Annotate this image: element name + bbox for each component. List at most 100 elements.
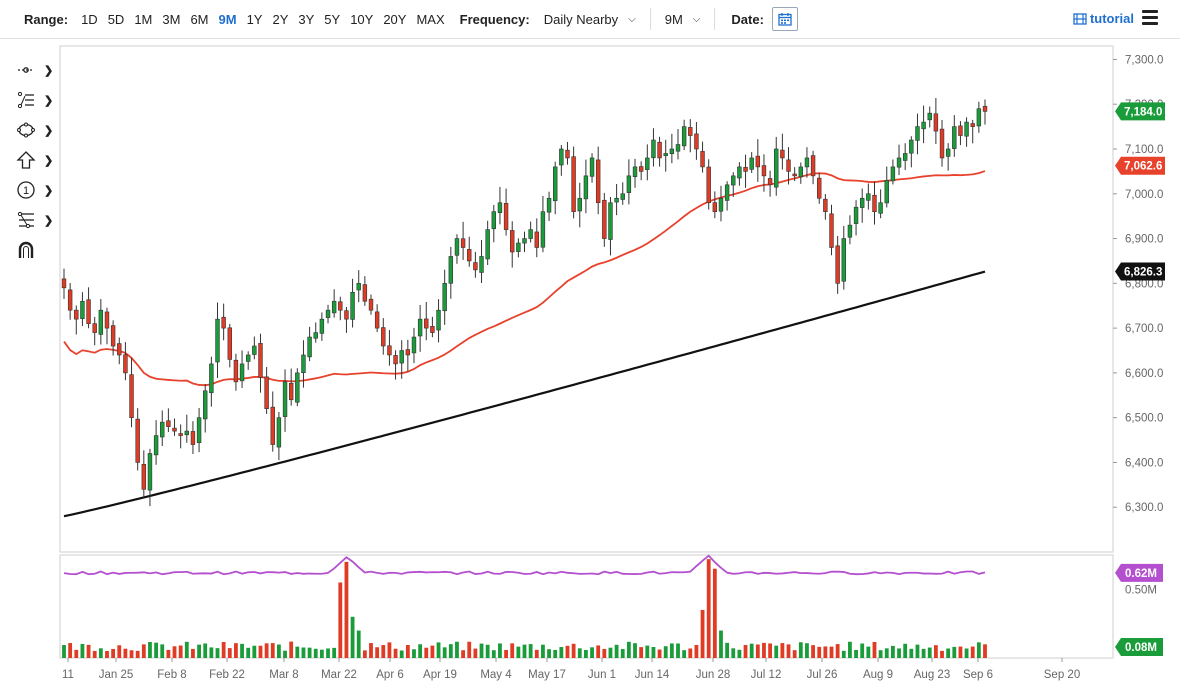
candle-up <box>620 193 625 200</box>
divider <box>714 8 716 30</box>
candle-up <box>485 229 490 260</box>
volume-bar-up <box>491 650 496 658</box>
range-button-1m[interactable]: 1M <box>134 11 153 27</box>
crosshair-tool[interactable]: ❯ <box>14 55 54 85</box>
range-button-3y[interactable]: 3Y <box>298 11 315 27</box>
marker-tool[interactable]: 1 ❯ <box>14 175 54 205</box>
candle-down <box>467 249 472 262</box>
candle-up <box>516 242 521 252</box>
candle-up <box>952 126 957 149</box>
chevron-right-icon: ❯ <box>44 64 54 77</box>
x-tick-label: Jun 28 <box>696 669 731 681</box>
candle-down <box>387 345 392 356</box>
candle-down <box>61 278 67 289</box>
volume-bar-down <box>811 645 815 658</box>
volume-bar-up <box>522 644 527 658</box>
volume-bar-down <box>338 582 343 658</box>
volume-bar-down <box>74 649 79 658</box>
candle-down <box>368 298 374 311</box>
ma-long-line <box>63 270 986 518</box>
candle-up <box>356 283 361 291</box>
fibonacci-tool[interactable]: ❯ <box>14 205 54 235</box>
x-tick-label: Mar 22 <box>321 669 357 681</box>
chevron-right-icon: ❯ <box>44 214 54 227</box>
candle-up <box>847 224 853 238</box>
volume-bar-up <box>418 644 423 658</box>
price-chart[interactable]: 6,300.0 6,400.0 6,500.0 6,600.0 6,700.0 6,800… <box>0 38 1180 694</box>
candle-up <box>915 126 920 141</box>
volume-tag-label: 0.62M <box>1125 568 1157 580</box>
candle-down <box>638 166 644 172</box>
magnet-tool[interactable] <box>14 235 54 265</box>
candle-down <box>381 327 386 347</box>
y-tick-label: 7,000.0 <box>1125 189 1163 201</box>
tutorial-link[interactable]: tutorial <box>1073 11 1134 26</box>
range-button-9m[interactable]: 9M <box>218 11 237 27</box>
volume-bar-up <box>455 641 459 658</box>
range-button-10y[interactable]: 10Y <box>350 11 374 27</box>
volume-bar-down <box>510 643 515 658</box>
y-tick-label: 6,300.0 <box>1125 502 1163 514</box>
candle-down <box>86 299 91 324</box>
volume-bar-down <box>792 650 797 658</box>
candle-down <box>362 284 368 302</box>
candle-up <box>80 300 85 319</box>
shape-tool[interactable]: ❯ <box>14 115 54 145</box>
candle-down <box>473 262 478 271</box>
volume-bar-up <box>626 641 631 658</box>
menu-button[interactable] <box>1142 10 1158 25</box>
range-button-6m[interactable]: 6M <box>190 11 209 27</box>
volume-bar-down <box>191 648 195 658</box>
trend-line-tool[interactable]: ❯ <box>14 85 54 115</box>
volume-bar-up <box>559 646 564 658</box>
candle-up <box>203 390 208 420</box>
volume-bar-down <box>872 641 877 658</box>
volume-bar-up <box>197 644 201 658</box>
candle-down <box>227 327 232 360</box>
range-button-1d[interactable]: 1D <box>81 11 98 27</box>
candle-down <box>190 431 196 445</box>
x-tick-label: Feb 8 <box>157 669 186 681</box>
range-button-3m[interactable]: 3M <box>162 11 181 27</box>
candle-down <box>534 231 539 248</box>
volume-bar-down <box>706 559 711 658</box>
volume-tag-box <box>1115 638 1163 657</box>
range-button-max[interactable]: MAX <box>416 11 445 27</box>
volume-bar-up <box>669 643 674 658</box>
candle-down <box>939 128 945 159</box>
calendar-button[interactable] <box>771 7 798 31</box>
volume-bar-down <box>258 645 263 658</box>
range-button-1y[interactable]: 1Y <box>246 11 263 27</box>
volume-bar-down <box>534 649 539 658</box>
range-button-5y[interactable]: 5Y <box>324 11 341 27</box>
volume-bar-up <box>246 647 251 658</box>
range-button-20y[interactable]: 20Y <box>383 11 407 27</box>
range-button-2y[interactable]: 2Y <box>272 11 289 27</box>
candle-up <box>945 148 951 157</box>
candle-up <box>147 453 153 491</box>
volume-bar-up <box>719 630 723 658</box>
period-select[interactable]: 9M ⌵ <box>659 12 707 27</box>
price-tag-label: 7,184.0 <box>1124 106 1162 118</box>
candle-down <box>344 310 349 320</box>
volume-bar-down <box>504 649 508 658</box>
tutorial-label: tutorial <box>1089 11 1134 26</box>
volume-bar-down <box>755 644 760 658</box>
candle-up <box>804 157 810 168</box>
candle-up <box>878 202 883 214</box>
candle-up <box>866 193 871 201</box>
arrow-tool[interactable]: ❯ <box>14 145 54 175</box>
range-button-5d[interactable]: 5D <box>107 11 125 27</box>
volume-bar-up <box>952 646 957 658</box>
candle-up <box>528 229 533 239</box>
volume-bar-up <box>442 647 447 658</box>
volume-bar-up <box>878 650 883 658</box>
frequency-select[interactable]: Daily Nearby ⌵ <box>538 12 642 27</box>
candle-down <box>817 177 822 199</box>
candle-down <box>694 133 699 150</box>
candle-down <box>595 159 601 204</box>
candle-up <box>319 318 325 334</box>
candle-down <box>958 125 963 136</box>
candle-up <box>645 157 650 170</box>
volume-bar-up <box>516 646 521 658</box>
